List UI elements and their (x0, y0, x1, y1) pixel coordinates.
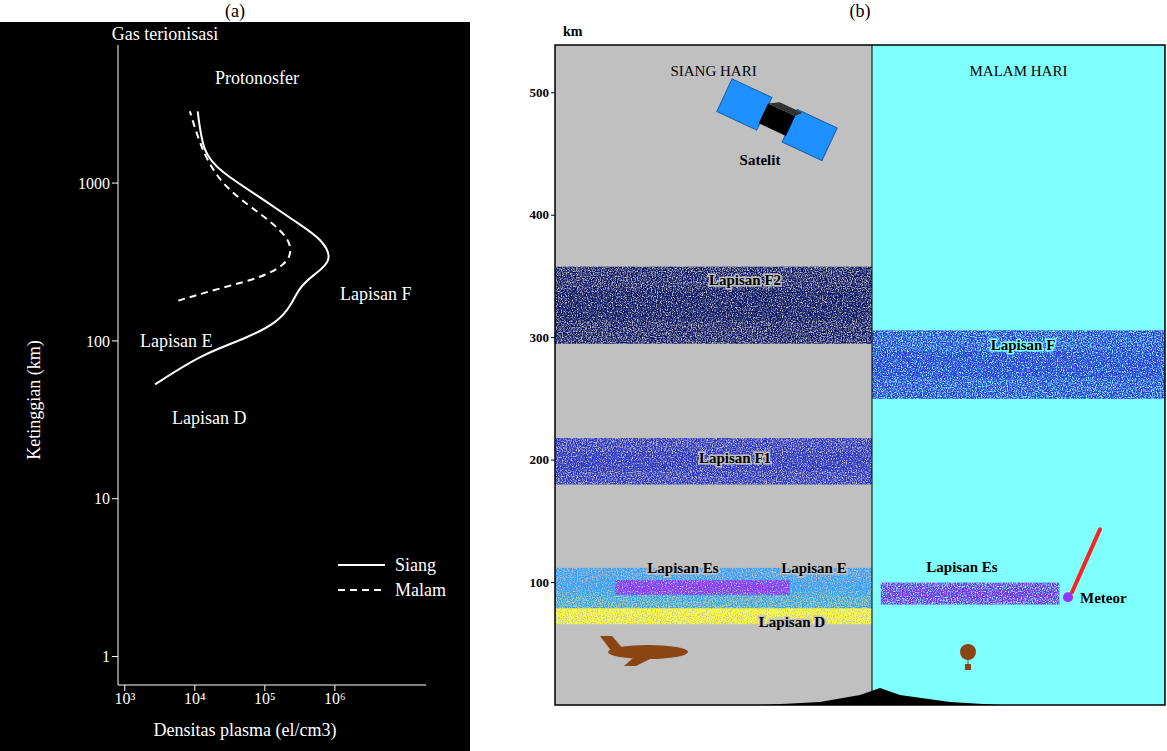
svg-text:km: km (563, 24, 583, 39)
svg-text:Satelit: Satelit (740, 152, 781, 168)
svg-text:Lapisan E: Lapisan E (781, 560, 846, 576)
svg-text:Gas terionisasi: Gas terionisasi (112, 24, 218, 44)
svg-text:(b): (b) (850, 1, 871, 22)
svg-text:Ketinggian (km): Ketinggian (km) (24, 340, 45, 459)
svg-text:500: 500 (530, 85, 550, 100)
svg-text:Lapisan F1: Lapisan F1 (699, 450, 771, 466)
svg-text:Siang: Siang (395, 555, 436, 575)
svg-text:1000: 1000 (78, 175, 110, 192)
svg-text:Lapisan D: Lapisan D (172, 408, 246, 428)
svg-text:Lapisan E: Lapisan E (140, 331, 212, 351)
svg-text:SIANG HARI: SIANG HARI (670, 63, 756, 79)
svg-text:10⁵: 10⁵ (254, 690, 276, 707)
svg-text:Malam: Malam (395, 580, 446, 600)
svg-text:400: 400 (530, 207, 550, 222)
svg-text:Densitas plasma (el/cm3): Densitas plasma (el/cm3) (154, 720, 337, 741)
svg-text:100: 100 (530, 575, 550, 590)
svg-text:(a): (a) (225, 1, 245, 22)
svg-text:10⁴: 10⁴ (184, 690, 206, 707)
svg-text:100: 100 (86, 333, 110, 350)
svg-text:300: 300 (530, 330, 550, 345)
svg-text:Lapisan D: Lapisan D (759, 614, 825, 630)
svg-text:200: 200 (530, 452, 550, 467)
svg-text:Lapisan Es: Lapisan Es (647, 560, 718, 576)
svg-text:Lapisan F: Lapisan F (991, 337, 1056, 353)
svg-text:Lapisan F2: Lapisan F2 (709, 272, 781, 288)
svg-text:10: 10 (94, 490, 110, 507)
svg-text:1: 1 (102, 648, 110, 665)
svg-text:Lapisan Es: Lapisan Es (926, 559, 997, 575)
svg-text:10³: 10³ (114, 690, 135, 707)
svg-text:Lapisan F: Lapisan F (340, 284, 412, 304)
svg-text:MALAM HARI: MALAM HARI (970, 63, 1068, 79)
svg-text:10⁶: 10⁶ (324, 690, 346, 707)
svg-text:Protonosfer: Protonosfer (215, 68, 299, 88)
svg-text:Meteor: Meteor (1080, 590, 1127, 606)
